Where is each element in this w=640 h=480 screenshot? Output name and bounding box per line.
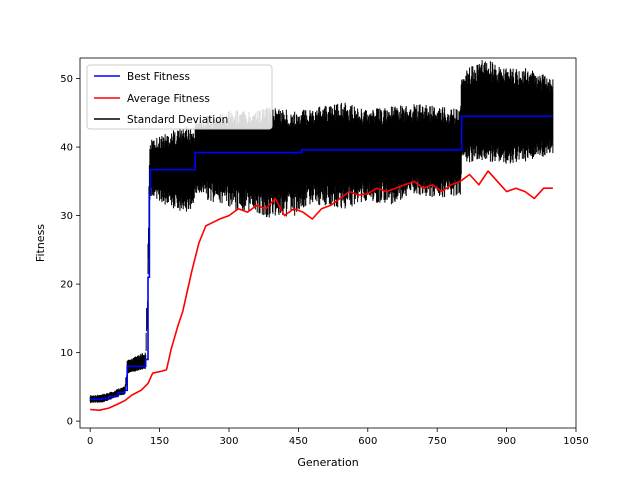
y-tick-label: 50: [60, 74, 73, 85]
y-tick-label: 10: [60, 348, 73, 359]
y-tick-label: 40: [60, 143, 73, 154]
series-best-fitness: [90, 115, 553, 401]
legend-label-best: Best Fitness: [127, 71, 190, 83]
x-tick-label: 150: [150, 436, 169, 447]
x-tick-label: 0: [87, 436, 93, 447]
legend-box: [86, 64, 273, 130]
x-tick-label: 900: [497, 436, 516, 447]
y-tick-label: 0: [67, 417, 73, 428]
series-average-fitness: [90, 170, 553, 411]
y-axis-label: Fitness: [34, 224, 47, 262]
plot-area: [89, 60, 554, 411]
x-axis-label: Generation: [297, 456, 358, 469]
legend-label-average: Average Fitness: [127, 93, 210, 105]
x-tick-label: 600: [358, 436, 377, 447]
axis-ticks: 0 150 300 450 600 750 900 1050 0 10 20 30 40 50: [60, 74, 588, 447]
series-standard-deviation: [89, 60, 554, 404]
x-tick-label: 450: [289, 436, 308, 447]
legend: Best Fitness Average Fitness Standard De…: [86, 64, 273, 130]
y-tick-label: 20: [60, 280, 73, 291]
legend-label-stddev: Standard Deviation: [127, 114, 228, 126]
x-tick-label: 300: [219, 436, 238, 447]
x-tick-label: 750: [428, 436, 447, 447]
y-tick-label: 30: [60, 211, 73, 222]
axes-frame: [79, 57, 577, 429]
x-tick-label: 1050: [563, 436, 588, 447]
